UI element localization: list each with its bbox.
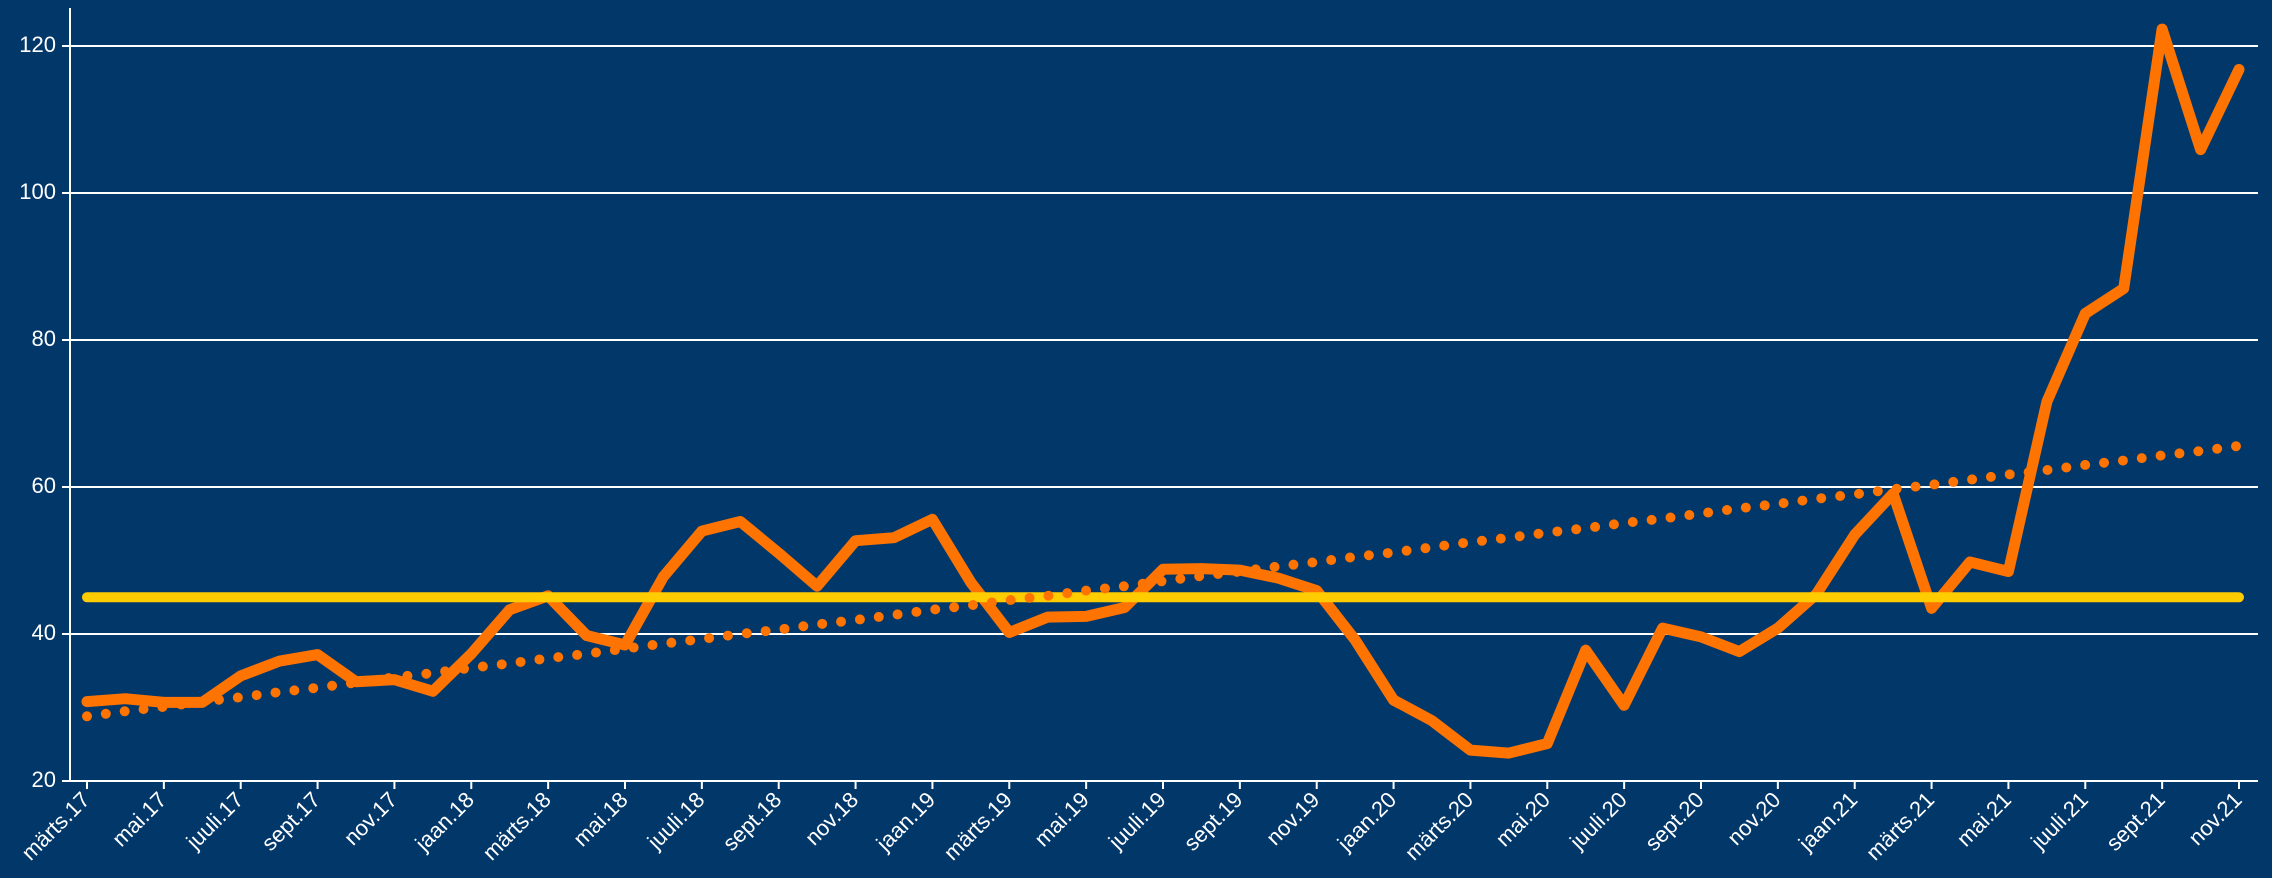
x-tick-label: sept.17 bbox=[257, 787, 326, 856]
y-tick-label: 80 bbox=[32, 326, 56, 351]
x-tick-label: nov.18 bbox=[800, 787, 863, 850]
x-tick-label: jaan.19 bbox=[871, 787, 940, 856]
x-tick-label: mai.18 bbox=[568, 787, 632, 851]
x-tick-label: sept.21 bbox=[2101, 787, 2170, 856]
x-tick-label: mai.17 bbox=[107, 787, 171, 851]
x-tick-label: märts.19 bbox=[939, 787, 1017, 865]
x-tick-label: juuli.18 bbox=[642, 787, 710, 855]
x-tick-label: märts.18 bbox=[478, 787, 556, 865]
y-tick-label: 100 bbox=[19, 179, 56, 204]
x-tick-label: juuli.20 bbox=[1564, 787, 1632, 855]
y-tick-label: 40 bbox=[32, 620, 56, 645]
x-tick-label: sept.18 bbox=[718, 787, 787, 856]
y-tick-label: 20 bbox=[32, 767, 56, 792]
x-tick-label: märts.17 bbox=[16, 787, 94, 865]
trend-line bbox=[82, 440, 2244, 722]
x-tick-label: mai.19 bbox=[1029, 787, 1093, 851]
x-tick-label: nov.17 bbox=[339, 787, 402, 850]
x-tick-label: jaan.20 bbox=[1332, 787, 1401, 856]
x-tick-label: nov.21 bbox=[2183, 787, 2246, 850]
x-tick-label: juuli.19 bbox=[1103, 787, 1171, 855]
y-tick-label: 60 bbox=[32, 473, 56, 498]
x-tick-label: mai.20 bbox=[1491, 787, 1555, 851]
x-tick-label: jaan.18 bbox=[410, 787, 479, 856]
y-tick-label: 120 bbox=[19, 32, 56, 57]
x-tick-label: sept.20 bbox=[1640, 787, 1709, 856]
x-tick-label: mai.21 bbox=[1952, 787, 2016, 851]
x-tick-label: jaan.21 bbox=[1793, 787, 1862, 856]
x-tick-label: nov.20 bbox=[1722, 787, 1785, 850]
x-tick-label: märts.20 bbox=[1400, 787, 1478, 865]
x-tick-label: sept.19 bbox=[1179, 787, 1248, 856]
x-tick-label: märts.21 bbox=[1861, 787, 1939, 865]
x-tick-label: juuli.17 bbox=[181, 787, 249, 855]
x-tick-label: nov.19 bbox=[1261, 787, 1324, 850]
x-tick-label: juuli.21 bbox=[2025, 787, 2093, 855]
series-line bbox=[81, 23, 2245, 759]
